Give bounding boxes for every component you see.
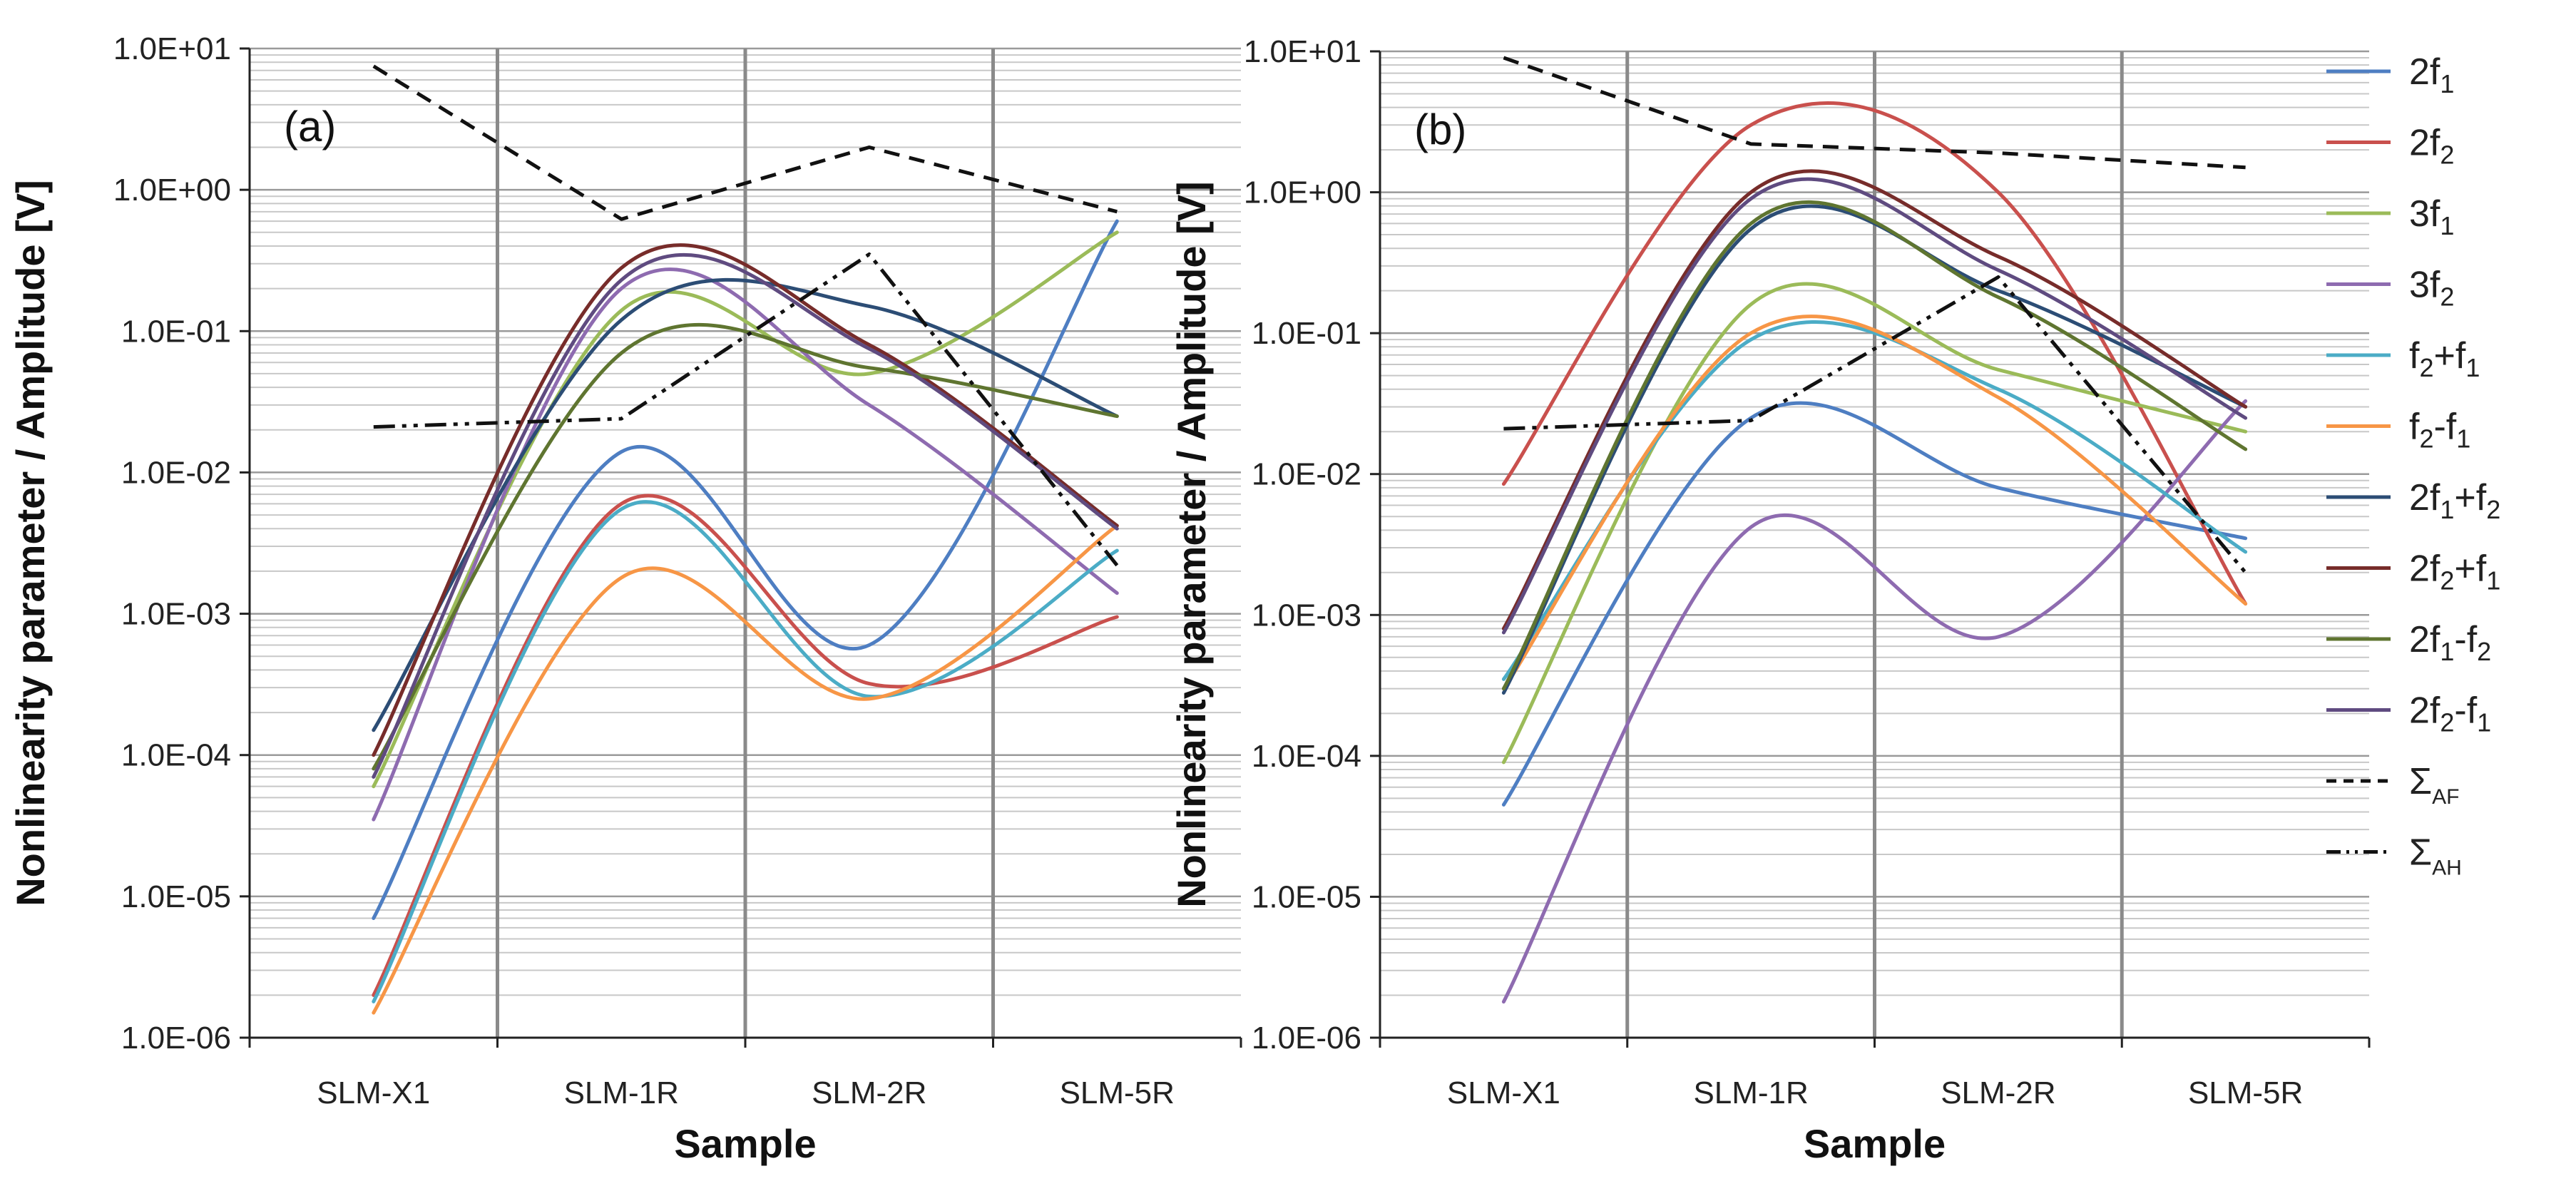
y-tick-label: 1.0E-02 — [121, 455, 231, 490]
x-tick-label: SLM-5R — [1060, 1075, 1175, 1110]
y-tick-label: 1.0E-01 — [121, 314, 231, 349]
legend-entry: 2f2+f1 — [2326, 548, 2500, 596]
y-tick-label: 1.0E-04 — [121, 738, 231, 773]
series-line-2f1-f2 — [1501, 200, 2248, 691]
gridlines — [250, 47, 1241, 1039]
y-tick-label: 1.0E-03 — [1252, 598, 1361, 633]
x-tick-label: SLM-2R — [1941, 1075, 2055, 1110]
series-line-f2-f1 — [1501, 315, 2248, 691]
legend-label: 2f1-f2 — [2409, 619, 2491, 666]
series-line-af — [1503, 56, 2246, 170]
series-line-2f1plusf2 — [1501, 204, 2248, 695]
y-tick-label: 1.0E-05 — [1252, 879, 1361, 914]
series-line-2f1-f2 — [372, 322, 1119, 771]
legend-label: f2+f1 — [2409, 335, 2480, 382]
legend-entry: 3f1 — [2326, 193, 2454, 240]
y-tick-label: 1.0E+01 — [113, 31, 231, 66]
series-line-2f2-f1 — [372, 252, 1119, 779]
series-line-2f2 — [1501, 101, 2248, 606]
y-tick-label: 1.0E-06 — [121, 1021, 231, 1056]
series-line-2f2 — [372, 494, 1119, 997]
panel-label: (b) — [1414, 106, 1466, 153]
series-line-f2plusf1 — [372, 500, 1119, 1003]
x-axis-title: Sample — [674, 1121, 816, 1166]
y-tick-label: 1.0E-04 — [1252, 739, 1361, 774]
series-line-3f2 — [1501, 399, 2248, 1004]
y-tick-label: 1.0E-05 — [121, 879, 231, 914]
legend-label: ΣAH — [2409, 832, 2462, 880]
series-line-af — [372, 64, 1118, 221]
series-line-2f2plusf1 — [372, 243, 1119, 757]
y-tick-label: 1.0E-02 — [1252, 457, 1361, 492]
y-axis-title: Nonlinearity parameter / Amplitude [V] — [8, 180, 53, 906]
legend-label: 2f2+f1 — [2409, 548, 2500, 596]
series-line-ah — [373, 252, 1119, 567]
legend-entry: 2f1-f2 — [2326, 619, 2491, 666]
legend-label: 3f1 — [2409, 193, 2454, 240]
y-tick-label: 1.0E-06 — [1252, 1021, 1361, 1056]
legend-entry: f2+f1 — [2326, 335, 2480, 382]
panel-label: (a) — [284, 103, 336, 150]
series-line-f2-f1 — [372, 523, 1119, 1015]
legend-entry: ΣAF — [2326, 761, 2460, 809]
series-line-3f1 — [1501, 282, 2248, 765]
legend-label: 3f2 — [2409, 265, 2454, 312]
x-tick-label: SLM-2R — [812, 1075, 926, 1110]
series-line-2f2-f1 — [1501, 177, 2248, 635]
legend-label: 2f1 — [2409, 51, 2454, 98]
legend: 2f1 2f2 3f1 3f2 f2+f1 f2-f1 2f1+f2 2f2+f1 2f1-f2… — [2326, 51, 2500, 880]
legend-entry: 2f1 — [2326, 51, 2454, 98]
chart-panel-a: 1.0E-06 1.0E-05 1.0E-04 1.0E-03 1.0E-02 1.0E-… — [8, 31, 1242, 1166]
series-line-2f2plusf1 — [1501, 169, 2248, 630]
legend-entry: ΣAH — [2326, 832, 2462, 880]
legend-label: 2f2-f1 — [2409, 690, 2491, 737]
series-group — [372, 64, 1119, 1015]
legend-label: 2f1+f2 — [2409, 477, 2500, 524]
x-tick-label: SLM-1R — [564, 1075, 679, 1110]
y-tick-label: 1.0E+00 — [1244, 175, 1361, 210]
series-group — [1501, 56, 2248, 1004]
y-tick-label: 1.0E-03 — [121, 597, 231, 632]
x-tick-label: SLM-X1 — [1447, 1075, 1560, 1110]
legend-entry: 3f2 — [2326, 265, 2454, 312]
x-tick-label: SLM-X1 — [317, 1075, 430, 1110]
y-tick-label: 1.0E+00 — [113, 173, 231, 208]
chart-panel-b: 1.0E-06 1.0E-05 1.0E-04 1.0E-03 1.0E-02 1.0E-… — [1169, 34, 2371, 1166]
x-tick-label: SLM-1R — [1693, 1075, 1808, 1110]
legend-entry: 2f2-f1 — [2326, 690, 2491, 737]
legend-entry: 2f2 — [2326, 123, 2454, 170]
x-tick-label: SLM-5R — [2188, 1075, 2303, 1110]
y-axis-title: Nonlinearity parameter / Amplitude [V] — [1169, 181, 1214, 908]
legend-label: 2f2 — [2409, 123, 2454, 170]
legend-entry: f2-f1 — [2326, 407, 2470, 454]
series-line-2f1 — [1501, 401, 2248, 807]
y-tick-label: 1.0E-01 — [1252, 316, 1361, 351]
legend-entry: 2f1+f2 — [2326, 477, 2500, 524]
y-tick-label: 1.0E+01 — [1244, 34, 1361, 69]
gridlines — [1380, 50, 2369, 1039]
legend-label: f2-f1 — [2409, 407, 2470, 454]
series-line-2f1plusf2 — [372, 277, 1119, 732]
legend-label: ΣAF — [2409, 761, 2460, 809]
x-axis-title: Sample — [1804, 1121, 1946, 1166]
series-line-ah — [1503, 275, 2247, 574]
series-line-3f1 — [372, 230, 1119, 789]
